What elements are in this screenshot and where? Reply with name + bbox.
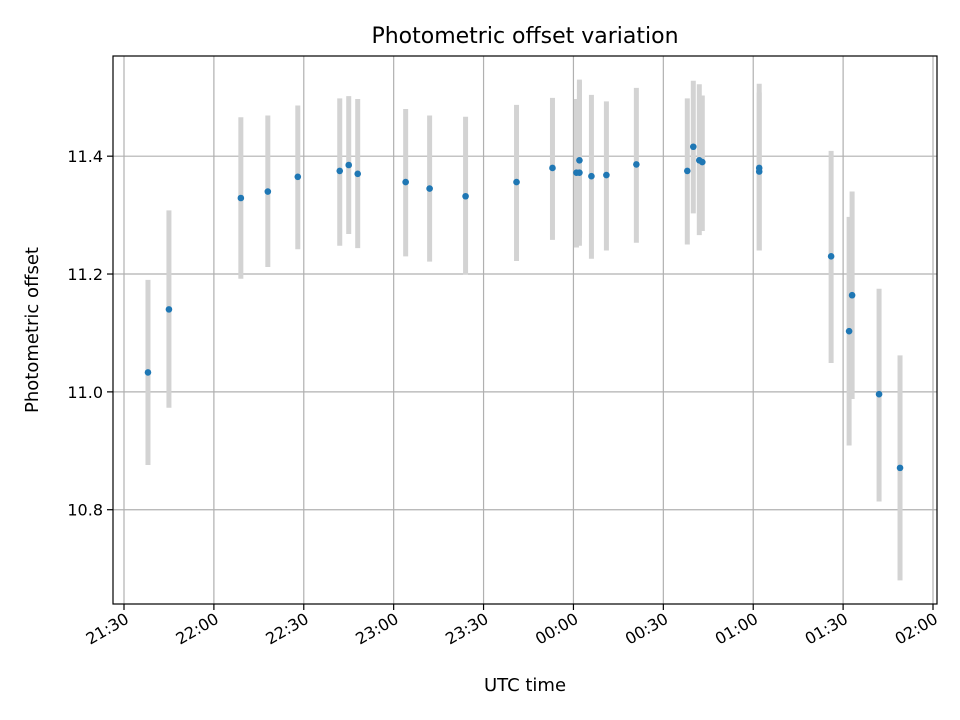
x-tick-label: 22:30 <box>262 609 311 649</box>
data-point <box>144 369 152 376</box>
data-point <box>237 194 245 202</box>
x-axis-label: UTC time <box>484 675 566 696</box>
data-point <box>345 161 353 169</box>
data-point <box>698 158 706 166</box>
y-axis-label: Photometric offset <box>22 247 43 413</box>
x-tick-label: 23:30 <box>442 609 491 649</box>
point-layer <box>144 143 904 472</box>
data-point <box>354 170 362 178</box>
grid-layer <box>113 56 937 604</box>
chart-title: Photometric offset variation <box>371 24 678 49</box>
x-tick-label: 23:00 <box>352 609 401 649</box>
y-tick-label: 11.2 <box>67 265 103 284</box>
data-point <box>845 327 853 335</box>
data-point <box>549 164 556 172</box>
y-tick-label: 11.4 <box>67 147 103 166</box>
data-point <box>264 188 272 195</box>
data-point <box>827 253 835 260</box>
plot-frame <box>112 55 938 605</box>
y-tick-label: 11.0 <box>67 383 103 402</box>
x-tick-label: 01:30 <box>802 609 851 649</box>
data-point <box>402 178 409 186</box>
errorbar-layer <box>145 79 903 581</box>
data-point <box>294 173 302 181</box>
x-tick-label: 02:00 <box>892 609 941 649</box>
data-point <box>165 306 173 313</box>
data-point <box>462 192 469 200</box>
data-point <box>426 185 433 192</box>
data-point <box>755 168 763 175</box>
tick-layer: 21:30 22:00 22:30 23:00 23:30 00:00 00:30 01:00… <box>67 147 941 648</box>
x-tick-label: 21:30 <box>83 609 132 649</box>
x-tick-label: 22:00 <box>172 609 221 649</box>
data-point <box>588 172 595 180</box>
y-tick-label: 10.8 <box>67 501 103 520</box>
x-tick-label: 00:30 <box>622 609 671 649</box>
data-point <box>576 169 583 176</box>
data-point <box>513 178 520 186</box>
data-point <box>576 156 583 164</box>
x-tick-label: 00:00 <box>532 609 581 649</box>
data-point <box>336 167 344 175</box>
x-tick-label: 01:00 <box>712 609 761 649</box>
data-point <box>848 291 856 299</box>
data-point <box>896 464 904 472</box>
data-point <box>684 167 691 175</box>
data-point <box>603 171 610 179</box>
data-point <box>875 390 883 398</box>
data-point <box>689 143 697 151</box>
data-point <box>633 161 640 168</box>
